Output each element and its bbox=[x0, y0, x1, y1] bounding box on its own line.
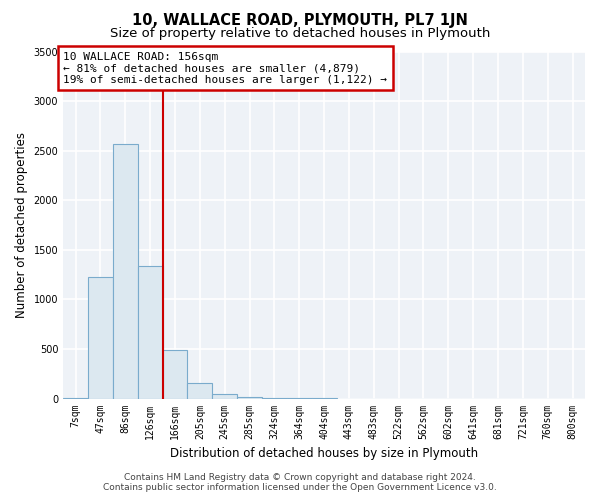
Bar bbox=[187, 382, 212, 398]
Bar bbox=[88, 276, 113, 398]
Text: 10, WALLACE ROAD, PLYMOUTH, PL7 1JN: 10, WALLACE ROAD, PLYMOUTH, PL7 1JN bbox=[132, 12, 468, 28]
Bar bbox=[113, 144, 138, 398]
Bar bbox=[212, 394, 237, 398]
Bar bbox=[138, 266, 163, 398]
Text: 10 WALLACE ROAD: 156sqm
← 81% of detached houses are smaller (4,879)
19% of semi: 10 WALLACE ROAD: 156sqm ← 81% of detache… bbox=[63, 52, 387, 84]
X-axis label: Distribution of detached houses by size in Plymouth: Distribution of detached houses by size … bbox=[170, 447, 478, 460]
Bar bbox=[163, 350, 187, 399]
Bar bbox=[237, 397, 262, 398]
Text: Contains HM Land Registry data © Crown copyright and database right 2024.
Contai: Contains HM Land Registry data © Crown c… bbox=[103, 473, 497, 492]
Text: Size of property relative to detached houses in Plymouth: Size of property relative to detached ho… bbox=[110, 28, 490, 40]
Y-axis label: Number of detached properties: Number of detached properties bbox=[15, 132, 28, 318]
